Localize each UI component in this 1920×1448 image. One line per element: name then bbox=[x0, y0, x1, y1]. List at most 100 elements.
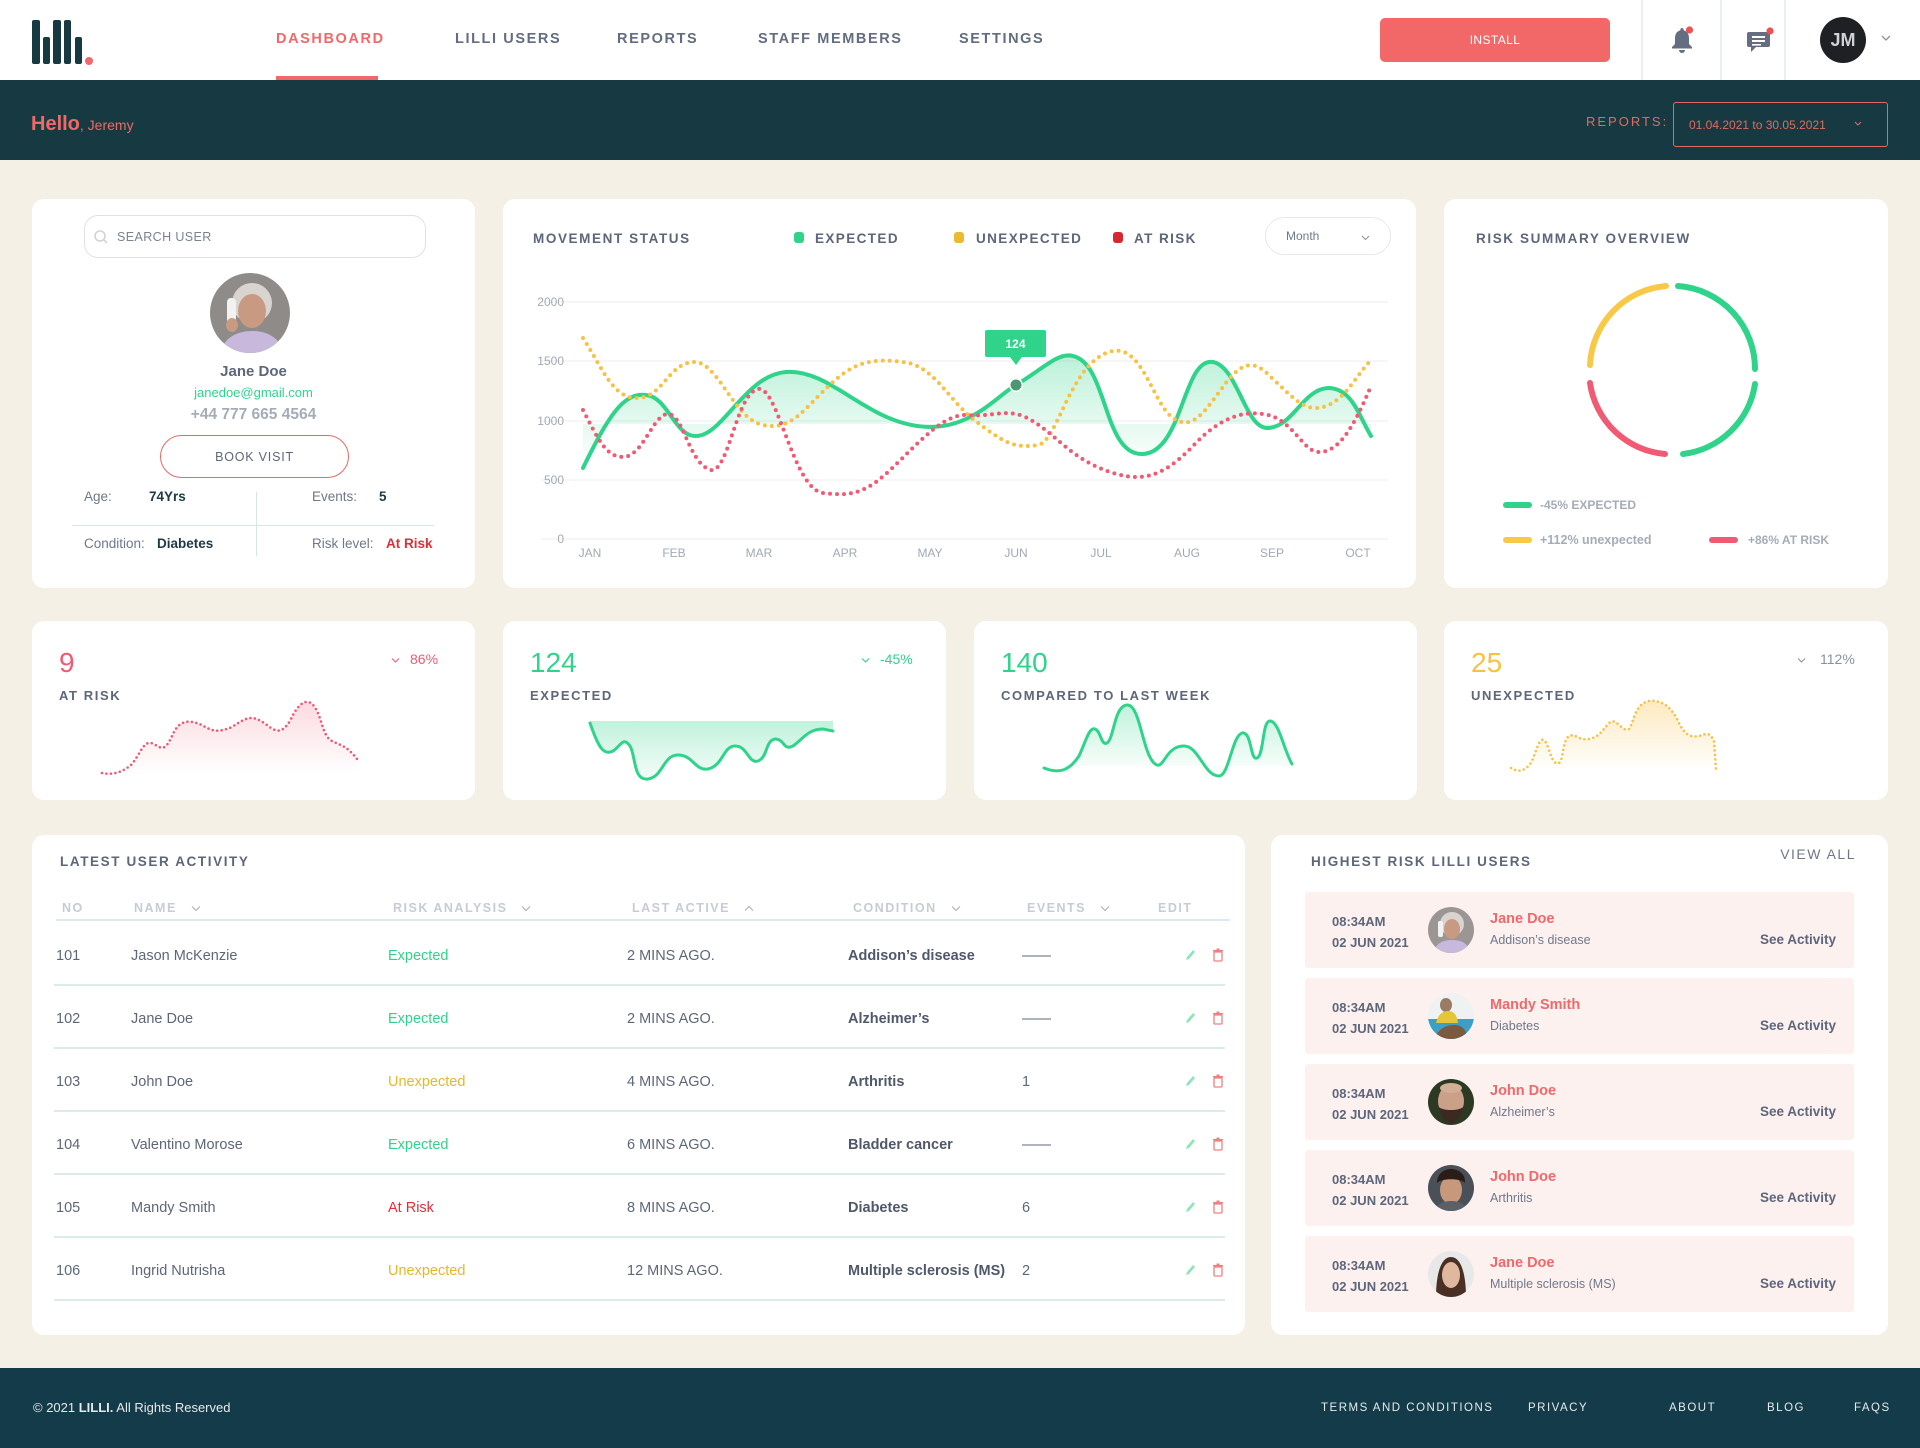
footer-link-privacy[interactable]: PRIVACY bbox=[1528, 1402, 1589, 1414]
nav-lilli-users[interactable]: LILLI USERS bbox=[455, 31, 562, 47]
profile-email[interactable]: janedoe@gmail.com bbox=[194, 385, 313, 400]
column-header-last-active[interactable]: LAST ACTIVE bbox=[632, 901, 754, 915]
column-header-no[interactable]: NO bbox=[62, 901, 84, 915]
cell-name: Jason McKenzie bbox=[131, 948, 238, 964]
pencil-icon[interactable] bbox=[1184, 1011, 1196, 1025]
high-risk-user-item[interactable]: 08:34AM 02 JUN 2021 John Doe Alzheimer’s … bbox=[1305, 1064, 1854, 1140]
date-range-select[interactable]: 01.04.2021 to 30.05.2021 bbox=[1673, 102, 1888, 147]
kpi-delta: 112% bbox=[1820, 651, 1855, 667]
nav-staff-members[interactable]: STAFF MEMBERS bbox=[758, 31, 903, 47]
see-activity-link[interactable]: See Activity bbox=[1759, 1276, 1836, 1291]
bell-icon[interactable] bbox=[1666, 24, 1698, 56]
column-header-label: CONDITION bbox=[853, 901, 937, 915]
svg-text:0: 0 bbox=[557, 532, 564, 546]
user-avatar bbox=[1428, 1165, 1474, 1211]
item-time: 08:34AM bbox=[1332, 1086, 1386, 1101]
user-avatar[interactable]: JM bbox=[1820, 17, 1866, 63]
period-select[interactable]: Month bbox=[1265, 217, 1391, 255]
table-row[interactable]: 106 Ingrid Nutrisha Unexpected 12 MINS A… bbox=[54, 1238, 1225, 1301]
trash-icon[interactable] bbox=[1212, 1137, 1224, 1151]
item-user-name[interactable]: John Doe bbox=[1490, 1083, 1557, 1099]
table-row[interactable]: 102 Jane Doe Expected 2 MINS AGO. Alzhei… bbox=[54, 986, 1225, 1049]
footer-link-faqs[interactable]: FAQS bbox=[1854, 1402, 1891, 1414]
pencil-icon[interactable] bbox=[1184, 1200, 1196, 1214]
trash-icon[interactable] bbox=[1212, 1011, 1224, 1025]
table-row[interactable]: 103 John Doe Unexpected 4 MINS AGO. Arth… bbox=[54, 1049, 1225, 1112]
footer-link-about[interactable]: ABOUT bbox=[1669, 1402, 1717, 1414]
trash-icon[interactable] bbox=[1212, 1263, 1224, 1277]
see-activity-link[interactable]: See Activity bbox=[1759, 1190, 1836, 1205]
svg-text:MAR: MAR bbox=[746, 546, 773, 560]
pencil-icon[interactable] bbox=[1184, 1263, 1196, 1277]
chart-tooltip-value: 124 bbox=[1005, 337, 1026, 351]
reports-label: REPORTS: bbox=[1586, 114, 1669, 129]
kpi-delta: 86% bbox=[410, 651, 439, 667]
see-activity-link[interactable]: See Activity bbox=[1759, 1104, 1836, 1119]
item-timestamp: 08:34AM 02 JUN 2021 bbox=[1332, 997, 1409, 1039]
svg-text:2000: 2000 bbox=[537, 295, 564, 309]
trash-icon[interactable] bbox=[1212, 1074, 1224, 1088]
item-user-name[interactable]: Jane Doe bbox=[1490, 911, 1555, 927]
trash-icon[interactable] bbox=[1212, 1200, 1224, 1214]
header-divider bbox=[1720, 0, 1722, 80]
chevron-down-icon[interactable] bbox=[1880, 32, 1892, 44]
column-header-risk-analysis[interactable]: RISK ANALYSIS bbox=[393, 901, 531, 915]
kpi-card-expected: 124 EXPECTED -45% bbox=[503, 621, 946, 800]
svg-text:JAN: JAN bbox=[579, 546, 602, 560]
footer-link-blog[interactable]: BLOG bbox=[1767, 1402, 1805, 1414]
item-user-name[interactable]: Mandy Smith bbox=[1490, 997, 1581, 1013]
trash-icon[interactable] bbox=[1212, 948, 1224, 962]
cell-last-active: 4 MINS AGO. bbox=[627, 1074, 715, 1090]
chevron-down-icon bbox=[1854, 121, 1862, 126]
legend-at-risk-label: AT RISK bbox=[1134, 231, 1197, 246]
item-time: 08:34AM bbox=[1332, 1258, 1386, 1273]
kpi-value: 124 bbox=[530, 647, 577, 678]
cell-condition: Multiple sclerosis (MS) bbox=[848, 1263, 1006, 1279]
column-header-edit: EDIT bbox=[1158, 901, 1193, 915]
item-condition: Arthritis bbox=[1490, 1191, 1533, 1205]
column-header-name[interactable]: NAME bbox=[134, 901, 201, 915]
lilli-logo[interactable] bbox=[30, 18, 100, 66]
high-risk-user-item[interactable]: 08:34AM 02 JUN 2021 John Doe Arthritis Se… bbox=[1305, 1150, 1854, 1226]
high-risk-user-item[interactable]: 08:34AM 02 JUN 2021 Jane Doe Multiple scl… bbox=[1305, 1236, 1854, 1312]
nav-settings[interactable]: SETTINGS bbox=[959, 31, 1045, 47]
high-risk-user-item[interactable]: 08:34AM 02 JUN 2021 Mandy Smith Diabetes … bbox=[1305, 978, 1854, 1054]
item-user-name[interactable]: John Doe bbox=[1490, 1169, 1557, 1185]
cell-condition: Arthritis bbox=[848, 1074, 905, 1090]
pencil-icon[interactable] bbox=[1184, 948, 1196, 962]
pencil-icon[interactable] bbox=[1184, 1137, 1196, 1151]
see-activity-link[interactable]: See Activity bbox=[1759, 1018, 1836, 1033]
kpi-value: 140 bbox=[1001, 647, 1048, 678]
search-user-input[interactable]: SEARCH USER bbox=[84, 215, 426, 258]
y-axis-labels: 2000 1500 1000 500 0 bbox=[537, 295, 564, 546]
install-button[interactable]: INSTALL bbox=[1380, 18, 1610, 62]
copyright: © 2021 LILLI. All Rights Reserved bbox=[33, 1400, 230, 1415]
item-date: 02 JUN 2021 bbox=[1332, 1279, 1409, 1294]
profile-phone: +44 777 665 4564 bbox=[190, 406, 317, 423]
table-row[interactable]: 105 Mandy Smith At Risk 8 MINS AGO. Diab… bbox=[54, 1175, 1225, 1238]
item-date: 02 JUN 2021 bbox=[1332, 1193, 1409, 1208]
item-user-name[interactable]: Jane Doe bbox=[1490, 1255, 1555, 1271]
highest-risk-title: HIGHEST RISK LILLI USERS bbox=[1311, 854, 1532, 869]
chat-icon[interactable] bbox=[1744, 24, 1776, 56]
book-visit-button[interactable]: BOOK VISIT bbox=[160, 435, 349, 478]
see-activity-link[interactable]: See Activity bbox=[1759, 932, 1836, 947]
nav-reports[interactable]: REPORTS bbox=[617, 31, 699, 47]
nav-dashboard[interactable]: DASHBOARD bbox=[276, 31, 385, 47]
user-name: , Jeremy bbox=[79, 117, 134, 133]
kpi-card-at-risk: 9 AT RISK 86% bbox=[32, 621, 475, 800]
table-row[interactable]: 101 Jason McKenzie Expected 2 MINS AGO. … bbox=[54, 923, 1225, 986]
cell-last-active: 2 MINS AGO. bbox=[627, 948, 715, 964]
tooltip-box bbox=[985, 330, 1046, 357]
column-header-events[interactable]: EVENTS bbox=[1027, 901, 1110, 915]
series-expected bbox=[581, 353, 1373, 470]
table-row[interactable]: 104 Valentino Morose Expected 6 MINS AGO… bbox=[54, 1112, 1225, 1175]
pencil-icon[interactable] bbox=[1184, 1074, 1196, 1088]
user-avatar bbox=[1428, 907, 1474, 953]
cell-no: 106 bbox=[56, 1263, 81, 1279]
high-risk-user-item[interactable]: 08:34AM 02 JUN 2021 Jane Doe Addison’s di… bbox=[1305, 892, 1854, 968]
chevron-down-icon bbox=[1361, 235, 1370, 241]
column-header-condition[interactable]: CONDITION bbox=[853, 901, 961, 915]
footer-link-terms[interactable]: TERMS AND CONDITIONS bbox=[1321, 1402, 1494, 1414]
view-all-link[interactable]: VIEW ALL bbox=[1780, 846, 1856, 862]
